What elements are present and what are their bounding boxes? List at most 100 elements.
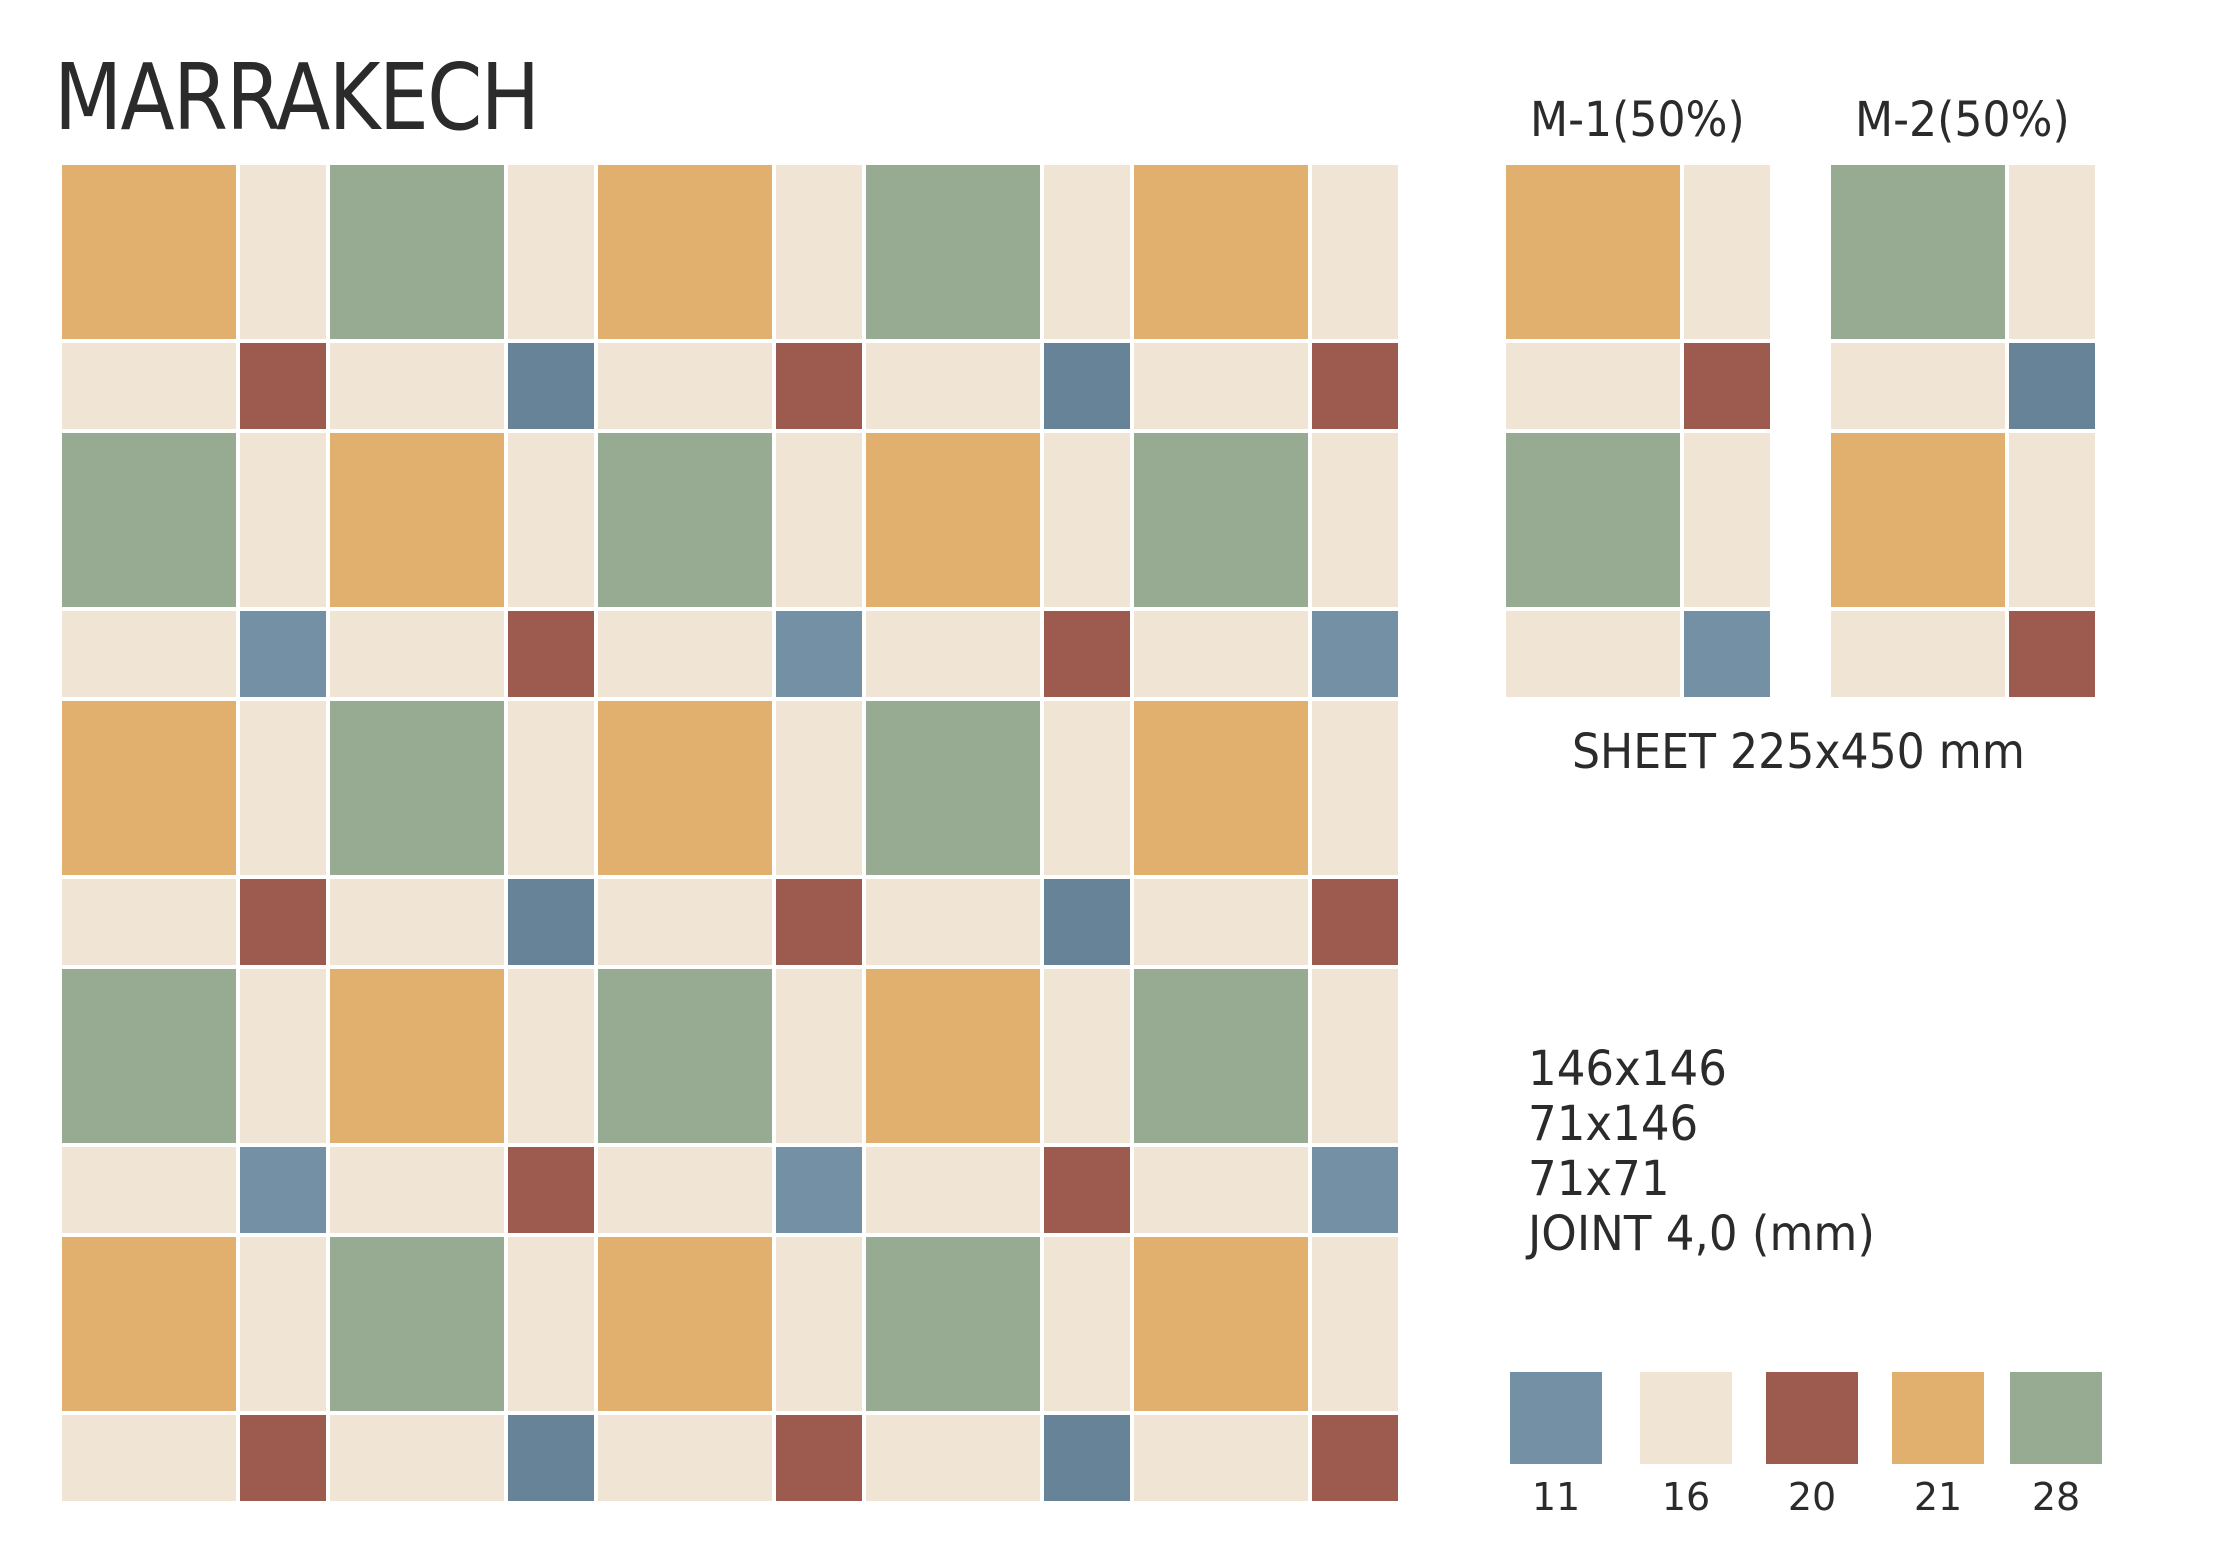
tile: [1684, 165, 1770, 339]
tile: [598, 165, 772, 339]
tile-size-rectangle: 71x146: [1528, 1096, 1699, 1152]
tile: [508, 1415, 594, 1501]
module-m2-sheet: [1831, 165, 2096, 701]
tile-size-small: 71x71: [1528, 1151, 1670, 1207]
tile: [598, 1415, 772, 1501]
tile: [240, 433, 326, 607]
color-code-28: 28: [2031, 1475, 2081, 1519]
tile: [776, 433, 862, 607]
tile: [1134, 1415, 1308, 1501]
tile: [330, 701, 504, 875]
tile: [1312, 343, 1398, 429]
tile: [866, 879, 1040, 965]
tile: [330, 1147, 504, 1233]
tile-size-large: 146x146: [1528, 1041, 1727, 1097]
tile: [508, 343, 594, 429]
tile: [1831, 611, 2005, 697]
tile: [1134, 165, 1308, 339]
color-code-16: 16: [1661, 1475, 1711, 1519]
tile: [866, 343, 1040, 429]
tile: [1312, 1237, 1398, 1411]
tile: [1044, 969, 1130, 1143]
tile: [1312, 611, 1398, 697]
tile: [330, 433, 504, 607]
tile: [598, 611, 772, 697]
tile: [1044, 165, 1130, 339]
tile: [508, 165, 594, 339]
tile: [776, 343, 862, 429]
tile: [62, 969, 236, 1143]
tile: [598, 343, 772, 429]
tile: [1312, 969, 1398, 1143]
tile: [776, 1237, 862, 1411]
tile: [1684, 343, 1770, 429]
module-label-m1: M-1(50%): [1530, 92, 1745, 148]
tile: [330, 879, 504, 965]
tile: [866, 611, 1040, 697]
tile: [1134, 343, 1308, 429]
color-code-20: 20: [1787, 1475, 1837, 1519]
tile: [1312, 1147, 1398, 1233]
tile: [1831, 343, 2005, 429]
color-swatch-21: [1892, 1372, 1984, 1464]
main-mosaic-pattern: [62, 165, 1402, 1511]
tile: [240, 969, 326, 1143]
tile: [776, 701, 862, 875]
tile: [1134, 1147, 1308, 1233]
tile: [1506, 343, 1680, 429]
tile: [1312, 165, 1398, 339]
tile: [1134, 969, 1308, 1143]
tile: [240, 611, 326, 697]
tile: [240, 1237, 326, 1411]
module-m1-sheet: [1506, 165, 1771, 701]
tile: [776, 1147, 862, 1233]
tile: [508, 969, 594, 1143]
tile: [240, 1147, 326, 1233]
tile: [1684, 611, 1770, 697]
tile: [330, 969, 504, 1143]
tile: [508, 611, 594, 697]
tile: [1506, 165, 1680, 339]
tile: [240, 879, 326, 965]
tile: [1044, 611, 1130, 697]
tile: [776, 611, 862, 697]
tile: [508, 879, 594, 965]
tile: [776, 879, 862, 965]
tile: [1134, 1237, 1308, 1411]
tile: [240, 701, 326, 875]
tile: [1134, 433, 1308, 607]
tile: [598, 433, 772, 607]
tile: [866, 1147, 1040, 1233]
tile: [330, 1415, 504, 1501]
tile: [866, 433, 1040, 607]
tile: [776, 1415, 862, 1501]
tile: [330, 1237, 504, 1411]
tile: [1044, 879, 1130, 965]
tile: [240, 343, 326, 429]
tile: [1044, 1415, 1130, 1501]
color-code-11: 11: [1531, 1475, 1581, 1519]
tile: [508, 1237, 594, 1411]
tile: [330, 165, 504, 339]
tile: [62, 1237, 236, 1411]
tile: [508, 1147, 594, 1233]
tile: [1506, 433, 1680, 607]
tile: [240, 165, 326, 339]
tile: [62, 879, 236, 965]
tile: [62, 1415, 236, 1501]
tile: [62, 1147, 236, 1233]
tile: [598, 701, 772, 875]
tile: [62, 165, 236, 339]
tile: [1044, 1147, 1130, 1233]
tile: [1312, 879, 1398, 965]
color-code-21: 21: [1913, 1475, 1963, 1519]
tile: [2009, 343, 2095, 429]
tile: [1831, 165, 2005, 339]
tile: [1134, 611, 1308, 697]
tile: [1312, 433, 1398, 607]
module-label-m2: M-2(50%): [1855, 92, 2070, 148]
color-swatch-16: [1640, 1372, 1732, 1464]
tile: [2009, 611, 2095, 697]
tile: [330, 611, 504, 697]
tile: [62, 701, 236, 875]
